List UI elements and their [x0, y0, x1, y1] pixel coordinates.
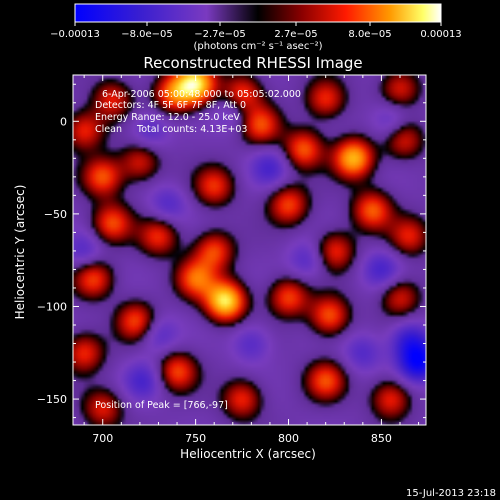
- annotation-time-range: 6-Apr-2006 05:00:48.000 to 05:05:02.000: [102, 89, 301, 100]
- y-tick-label: −50: [44, 208, 67, 221]
- annotation-energy-range: Energy Range: 12.0 - 25.0 keV: [95, 112, 240, 123]
- annotation-detectors: Detectors: 4F 5F 6F 7F 8F, Att 0: [95, 100, 246, 111]
- colorbar-tick-label: 0.00013: [420, 29, 461, 40]
- x-tick-label: 800: [278, 432, 299, 445]
- footer-date: 15-Jul-2013 23:18: [406, 488, 496, 499]
- colorbar-tick-label: −0.00013: [50, 29, 100, 40]
- annotation-clean-counts: Clean Total counts: 4.13E+03: [95, 124, 247, 135]
- y-tick-label: −100: [37, 300, 67, 313]
- colorbar-tick-label: −8.0e−05: [121, 29, 173, 40]
- chart-title: Reconstructed RHESSI Image: [143, 54, 362, 72]
- x-axis-label: Heliocentric X (arcsec): [180, 447, 316, 461]
- colorbar-ticks: −0.00013 −8.0e−05 −2.7e−05 2.7e−05 8.0e−05 0.…: [50, 22, 462, 40]
- x-tick-label: 850: [371, 432, 392, 445]
- peak-position-label: Position of Peak = [766,-97]: [95, 400, 228, 411]
- y-axis-label: Heliocentric Y (arcsec): [13, 185, 27, 320]
- plot-area: [72, 74, 427, 426]
- x-axis-ticks: 700 750 800 850: [83, 75, 420, 445]
- x-tick-label: 750: [185, 432, 206, 445]
- heatmap-image: [73, 75, 426, 425]
- colorbar: [74, 3, 442, 23]
- colorbar-unit-label: (photons cm⁻² s⁻¹ asec⁻²): [193, 41, 322, 52]
- colorbar-tick-label: −2.7e−05: [194, 29, 246, 40]
- y-tick-label: −150: [37, 393, 67, 406]
- plot-frame: [72, 74, 427, 426]
- x-tick-label: 700: [92, 432, 113, 445]
- y-axis-ticks: 0 −50 −100 −150: [37, 83, 426, 419]
- colorbar-tick-label: 2.7e−05: [274, 29, 317, 40]
- colorbar-tick-label: 8.0e−05: [348, 29, 391, 40]
- y-tick-label: 0: [60, 115, 67, 128]
